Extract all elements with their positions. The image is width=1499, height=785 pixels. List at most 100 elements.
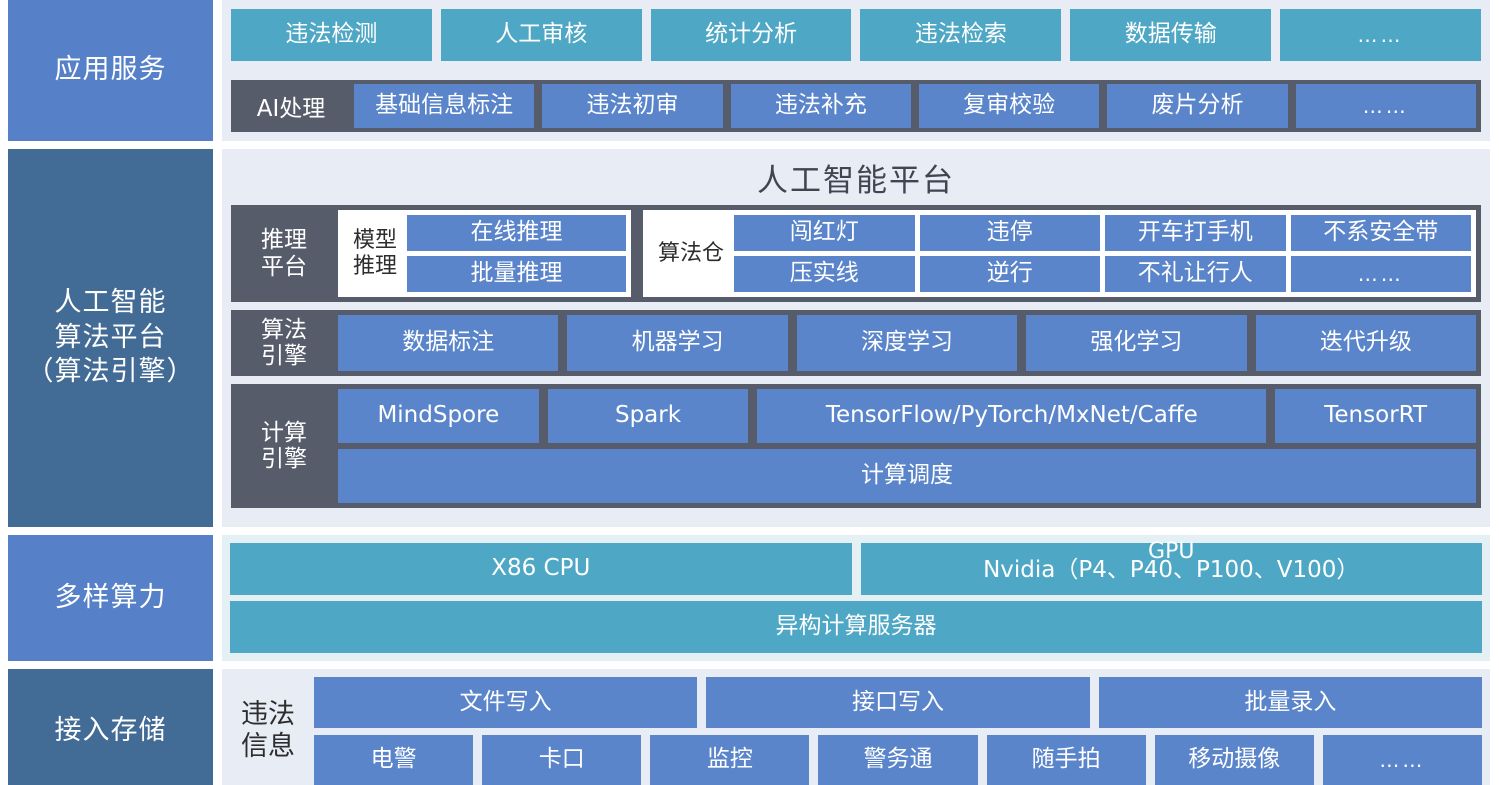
inference-chip-online[interactable]: 在线推理 [407, 215, 626, 251]
application-services-top-strip: 违法检测 人工审核 统计分析 违法检索 数据传输 …… [231, 9, 1481, 61]
compute-engine-row-2: 计算调度 [338, 449, 1476, 503]
gpu-chip-models: Nvidia（P4、P40、P100、V100） [983, 556, 1360, 583]
sources-strip: 电警 卡口 监控 警务通 随手拍 移动摄像 …… [314, 734, 1482, 785]
model-inference-label: 模型 推理 [343, 228, 407, 279]
ai-platform-panel: 人工智能平台 推理 平台 模型 推理 在线推理 批量推理 [222, 149, 1490, 527]
layer-label-line-3: （算法引擎） [26, 356, 195, 388]
ai-chip-basic-info-annotation[interactable]: 基础信息标注 [354, 84, 535, 128]
model-inference-label-line-1: 模型 [353, 228, 398, 254]
ai-chip-waste-image-analysis[interactable]: 废片分析 [1107, 84, 1288, 128]
model-inference-options: 在线推理 批量推理 [407, 215, 626, 292]
source-chip-snapshot-report[interactable]: 随手拍 [986, 734, 1146, 785]
source-chip-more[interactable]: …… [1322, 734, 1482, 785]
row-gap-3 [0, 661, 1499, 669]
compute-power-hardware-strip: X86 CPU GPU Nvidia（P4、P40、P100、V100） [230, 538, 1482, 595]
row-gap-2 [0, 527, 1499, 535]
algo-engine-chip-data-annotation[interactable]: 数据标注 [338, 315, 559, 371]
ai-chip-more[interactable]: …… [1295, 84, 1476, 128]
algorithm-repository-row-2: 压实线 逆行 不礼让行人 …… [734, 256, 1472, 292]
compute-engine-label-line-1: 计算 [261, 419, 307, 446]
inference-chip-batch[interactable]: 批量推理 [407, 256, 626, 292]
service-chip-violation-detection[interactable]: 违法检测 [231, 9, 432, 61]
violation-info-label-line-1: 违法 [241, 698, 295, 730]
application-services-panel: 违法检测 人工审核 统计分析 违法检索 数据传输 …… AI处理 基础信息标注 … [222, 0, 1490, 141]
service-chip-more[interactable]: …… [1280, 9, 1481, 61]
source-chip-police-terminal[interactable]: 警务通 [818, 734, 978, 785]
compute-power-panel: X86 CPU GPU Nvidia（P4、P40、P100、V100） 异构计… [222, 535, 1490, 661]
write-mode-chip-api-write[interactable]: 接口写入 [706, 677, 1090, 728]
algo-chip-more[interactable]: …… [1290, 256, 1472, 292]
hardware-chip-heterogeneous-server[interactable]: 异构计算服务器 [230, 601, 1482, 653]
inference-platform-label-line-2: 平台 [261, 253, 307, 280]
compute-engine-label-line-2: 引擎 [261, 446, 307, 472]
compute-engine-items: MindSpore Spark TensorFlow/PyTorch/MxNet… [338, 389, 1476, 503]
algo-engine-chip-iterative-upgrade[interactable]: 迭代升级 [1255, 315, 1477, 371]
algo-chip-no-seatbelt[interactable]: 不系安全带 [1290, 215, 1472, 251]
framework-chip-spark[interactable]: Spark [547, 389, 749, 443]
compute-engine-block: 计算 引擎 MindSpore Spark TensorFlow/PyTorch… [231, 384, 1481, 508]
layer-label-line-1: 人工智能 [54, 287, 167, 319]
write-mode-chip-file-write[interactable]: 文件写入 [314, 677, 698, 728]
ai-chip-violation-first-review[interactable]: 违法初审 [542, 84, 723, 128]
framework-chip-mindspore[interactable]: MindSpore [338, 389, 539, 443]
algo-engine-chip-machine-learning[interactable]: 机器学习 [567, 315, 788, 371]
source-chip-checkpoint[interactable]: 卡口 [482, 734, 642, 785]
service-chip-statistics[interactable]: 统计分析 [650, 9, 852, 61]
algorithm-engine-label-line-1: 算法 [261, 316, 307, 343]
algorithm-repository-label: 算法仓 [658, 240, 725, 266]
algo-chip-no-yield-pedestrian[interactable]: 不礼让行人 [1105, 256, 1286, 292]
hardware-chip-x86-cpu[interactable]: X86 CPU [230, 543, 852, 595]
algo-chip-illegal-parking[interactable]: 违停 [919, 215, 1101, 251]
service-chip-data-transfer[interactable]: 数据传输 [1070, 9, 1272, 61]
algo-engine-chip-deep-learning[interactable]: 深度学习 [796, 315, 1018, 371]
layer-label-ingest-storage: 接入存储 [8, 669, 213, 785]
algo-chip-wrong-way-driving[interactable]: 逆行 [919, 256, 1101, 292]
model-inference-card: 模型 推理 在线推理 批量推理 [338, 210, 631, 297]
ai-chip-violation-supplement[interactable]: 违法补充 [730, 84, 911, 128]
algorithm-engine-label-line-2: 引擎 [261, 343, 307, 369]
algorithm-repository-grid: 闯红灯 违停 开车打手机 不系安全带 压实线 逆行 不礼让行人 …… [734, 215, 1472, 292]
ai-chip-re-review-validation[interactable]: 复审校验 [918, 84, 1100, 128]
write-modes-strip: 文件写入 接口写入 批量录入 [314, 677, 1482, 728]
ingest-storage-panel: 违法 信息 文件写入 接口写入 批量录入 电警 卡口 监控 警务通 随手拍 [222, 669, 1490, 785]
algo-chip-phone-while-driving[interactable]: 开车打手机 [1105, 215, 1286, 251]
source-chip-mobile-camera[interactable]: 移动摄像 [1154, 734, 1314, 785]
compute-engine-row-1: MindSpore Spark TensorFlow/PyTorch/MxNet… [338, 389, 1476, 443]
service-chip-violation-search[interactable]: 违法检索 [860, 9, 1062, 61]
violation-info-label: 违法 信息 [230, 677, 306, 785]
service-chip-manual-review[interactable]: 人工审核 [440, 9, 642, 61]
algo-engine-chip-reinforcement-learning[interactable]: 强化学习 [1026, 315, 1247, 371]
source-chip-surveillance[interactable]: 监控 [650, 734, 810, 785]
layer-label-application-services: 应用服务 [8, 0, 213, 141]
inference-platform-label-line-1: 推理 [261, 227, 307, 254]
write-mode-chip-batch-import[interactable]: 批量录入 [1098, 677, 1482, 728]
algorithm-engine-items: 数据标注 机器学习 深度学习 强化学习 迭代升级 [338, 315, 1477, 371]
framework-chip-compute-scheduling[interactable]: 计算调度 [338, 449, 1476, 503]
layer-label-line-2: 算法平台 [54, 321, 167, 353]
algorithm-engine-block: 算法 引擎 数据标注 机器学习 深度学习 强化学习 迭代升级 [231, 310, 1481, 376]
model-inference-label-line-2: 推理 [353, 253, 398, 279]
layer-label-diverse-compute-power: 多样算力 [8, 535, 213, 661]
algo-chip-run-red-light[interactable]: 闯红灯 [734, 215, 915, 251]
algo-chip-solid-line-crossing[interactable]: 压实线 [734, 256, 915, 292]
source-chip-electronic-police[interactable]: 电警 [314, 734, 474, 785]
violation-info-label-line-2: 信息 [241, 731, 295, 762]
ai-platform-title: 人工智能平台 [757, 162, 955, 199]
inference-platform-block: 推理 平台 模型 推理 在线推理 批量推理 算法仓 [231, 205, 1481, 302]
compute-engine-label: 计算 引擎 [236, 389, 332, 503]
hardware-chip-gpu[interactable]: GPU Nvidia（P4、P40、P100、V100） [860, 538, 1482, 595]
framework-chip-tensorrt[interactable]: TensorRT [1275, 389, 1476, 443]
row-gap-1 [0, 141, 1499, 149]
ai-processing-band: AI处理 基础信息标注 违法初审 违法补充 复审校验 废片分析 …… [231, 80, 1481, 132]
layer-diverse-compute-power: 多样算力 X86 CPU GPU Nvidia（P4、P40、P100、V100… [0, 535, 1499, 661]
layer-ingest-storage: 接入存储 违法 信息 文件写入 接口写入 批量录入 电警 卡口 监控 [0, 669, 1499, 785]
layer-ai-algorithm-platform: 人工智能 算法平台 （算法引擎） 人工智能平台 推理 平台 模型 推理 [0, 149, 1499, 527]
compute-power-server-strip: 异构计算服务器 [230, 601, 1482, 653]
framework-chip-dl-frameworks[interactable]: TensorFlow/PyTorch/MxNet/Caffe [757, 389, 1267, 443]
gpu-chip-title: GPU [1148, 538, 1195, 564]
algorithm-repository-row-1: 闯红灯 违停 开车打手机 不系安全带 [734, 215, 1472, 251]
layer-application-services: 应用服务 违法检测 人工审核 统计分析 违法检索 数据传输 …… AI处理 基础… [0, 0, 1499, 141]
ingest-storage-stack: 文件写入 接口写入 批量录入 电警 卡口 监控 警务通 随手拍 移动摄像 …… [314, 677, 1482, 785]
inference-platform-label: 推理 平台 [236, 210, 332, 297]
